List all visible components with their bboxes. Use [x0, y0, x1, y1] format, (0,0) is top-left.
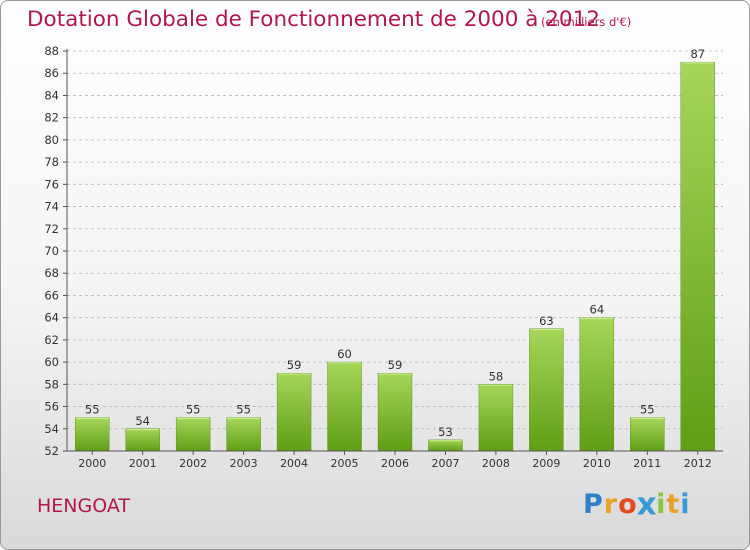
bar-2008	[478, 384, 514, 452]
logo-letter: o	[618, 489, 638, 520]
bar-2011	[630, 417, 665, 452]
commune-name: HENGOAT	[37, 495, 130, 517]
data-label: 60	[337, 347, 352, 361]
axes: 52 54 56 58 60 62 64 66 68 70 72 74 76 78 80 82 84 86 88 20…	[44, 44, 723, 470]
y-tick-label: 88	[44, 44, 59, 58]
bar-2010	[579, 317, 615, 452]
y-tick-label: 86	[44, 66, 59, 80]
y-tick-label: 82	[44, 111, 59, 125]
chart-subtitle: (en milliers d'€)	[541, 15, 632, 29]
x-tick-label: 2007	[431, 457, 459, 470]
bar-2012	[680, 61, 715, 452]
logo-letter: P	[583, 489, 604, 520]
y-tick-label: 78	[44, 155, 59, 169]
x-tick-label: 2002	[179, 457, 207, 470]
y-tick-label: 68	[44, 266, 59, 280]
logo-letter: r	[603, 489, 619, 520]
y-tick-label: 62	[44, 333, 59, 347]
data-label: 87	[690, 47, 705, 61]
chart-title: Dotation Globale de Fonctionnement de 20…	[27, 7, 600, 32]
x-tick-label: 2000	[78, 457, 106, 470]
x-tick-label: 2005	[331, 457, 359, 470]
data-label: 55	[640, 403, 655, 417]
x-tick-label: 2008	[482, 457, 510, 470]
bar-2002	[175, 417, 211, 452]
y-tick-label: 52	[44, 444, 59, 458]
bar-2006	[377, 373, 413, 452]
y-tick-label: 56	[44, 400, 59, 414]
data-label: 55	[85, 403, 100, 417]
y-tick-label: 76	[44, 177, 59, 191]
x-tick-label: 2003	[230, 457, 258, 470]
y-tick-label: 66	[44, 288, 59, 302]
logo-letter: t	[666, 489, 681, 520]
data-label: 55	[186, 403, 201, 417]
data-label: 53	[438, 425, 453, 439]
data-label: 54	[135, 414, 150, 428]
data-label: 63	[539, 314, 554, 328]
y-tick-label: 74	[44, 200, 59, 214]
data-label: 58	[489, 369, 504, 383]
y-tick-label: 60	[44, 355, 59, 369]
bar-2007	[428, 439, 463, 452]
x-tick-label: 2011	[633, 457, 661, 470]
data-label: 64	[590, 303, 605, 317]
bar-2001	[125, 428, 160, 452]
logo-letter: x	[636, 486, 658, 523]
data-label: 59	[287, 358, 302, 372]
bar-2003	[226, 417, 261, 452]
bar-2005	[327, 361, 362, 452]
y-tick-label: 64	[44, 311, 59, 325]
y-tick-label: 54	[44, 422, 59, 436]
bar-2000	[75, 417, 110, 452]
bar-2004	[276, 373, 312, 452]
x-tick-label: 2004	[280, 457, 308, 470]
proxiti-logo: Proxiti	[583, 486, 691, 523]
data-label: 55	[236, 403, 251, 417]
data-labels: 55 54 55 55 59 60 59 53 58 63 64 55 87	[85, 47, 705, 439]
x-tick-label: 2006	[381, 457, 409, 470]
x-tick-label: 2012	[684, 457, 712, 470]
logo-letter: i	[656, 489, 667, 520]
bars	[75, 61, 715, 452]
y-tick-label: 70	[44, 244, 59, 258]
logo-letter: i	[680, 489, 691, 520]
y-tick-label: 72	[44, 222, 59, 236]
bar-2009	[529, 328, 564, 452]
y-tick-label: 80	[44, 133, 59, 147]
data-label: 59	[388, 358, 403, 372]
x-tick-label: 2001	[129, 457, 157, 470]
y-tick-label: 84	[44, 88, 59, 102]
x-tick-label: 2009	[532, 457, 560, 470]
y-tick-label: 58	[44, 377, 59, 391]
x-tick-label: 2010	[583, 457, 611, 470]
